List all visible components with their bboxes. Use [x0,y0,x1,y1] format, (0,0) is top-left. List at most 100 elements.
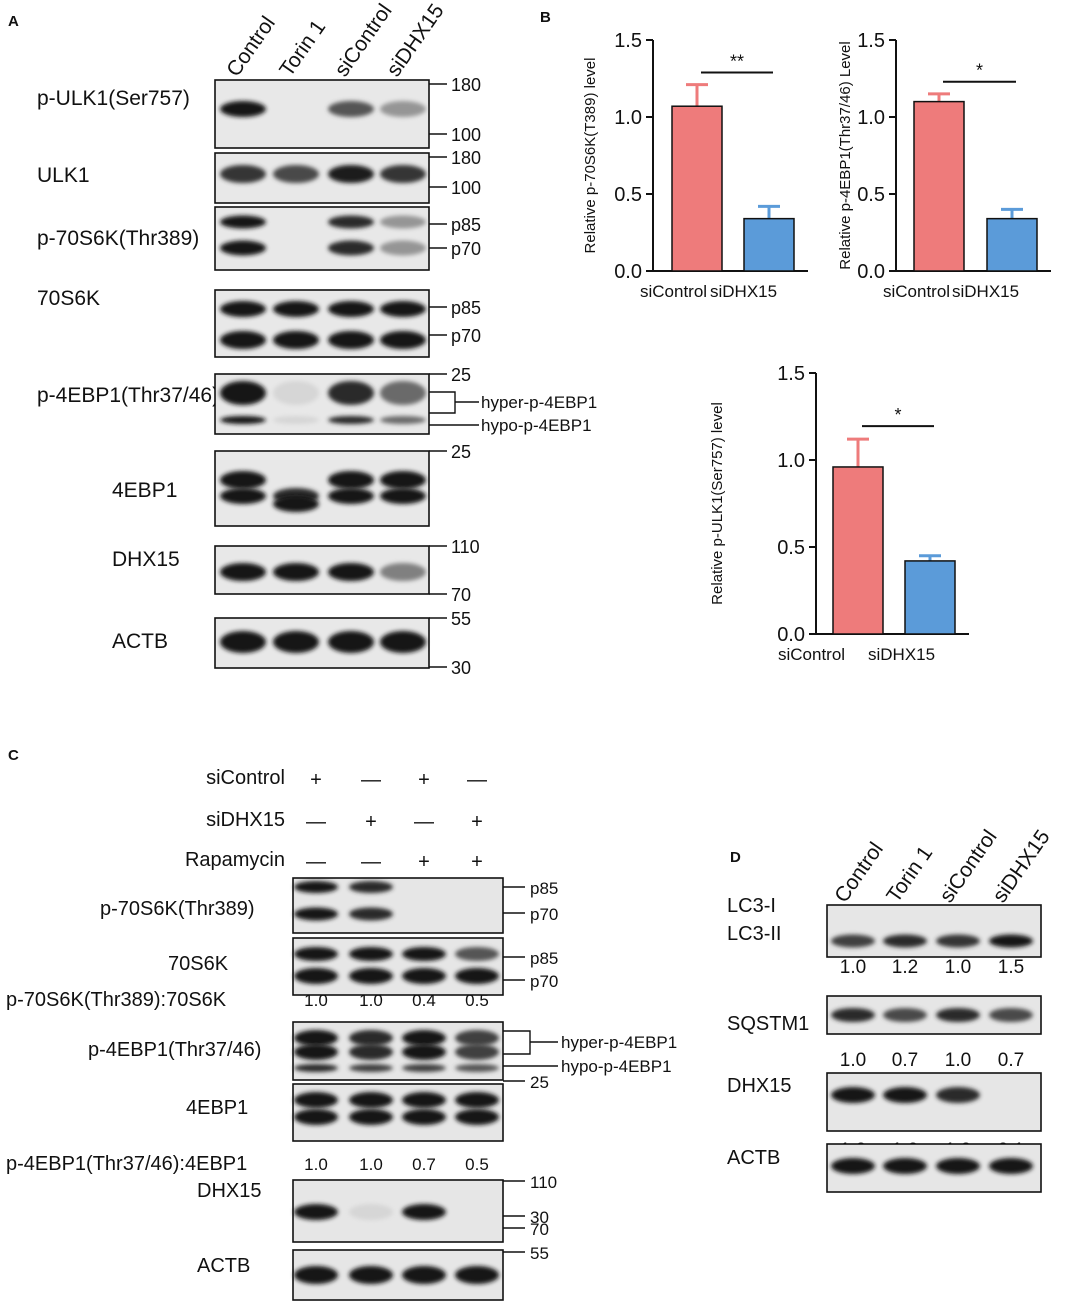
blot-band [220,101,266,117]
blot-label: 70S6K [37,287,100,310]
blot-label: DHX15 [727,1075,791,1097]
blot-label: ULK1 [37,164,90,187]
ratio-value: 1.0 [304,991,328,1010]
y-tick-label: 1.5 [614,30,642,52]
y-tick-label: 0.0 [857,261,885,283]
marker-label: p85 [451,215,481,235]
blot-band [402,1092,446,1108]
category-label: siControl [640,282,707,301]
condition-mark: + [471,811,483,833]
y-tick-label: 0.5 [857,184,885,206]
condition-label: Rapamycin [185,849,285,871]
blot-band [455,1030,499,1046]
blot-band [936,1008,980,1022]
blot-label: LC3-I [727,895,776,917]
blot-band [402,1030,446,1046]
condition-mark: — [306,811,326,833]
blot-band [273,381,319,405]
blot-band [294,1064,338,1072]
blot-band [294,907,338,921]
blot-band [328,331,374,349]
significance-label: * [976,61,983,81]
blot-label: DHX15 [112,548,180,571]
blot-band [273,301,319,317]
ratio-value: 1.0 [840,1050,866,1071]
marker-label: 180 [451,148,481,168]
blot-band [455,1092,499,1108]
blot-band [220,381,266,405]
marker-label: 100 [451,178,481,198]
significance-label: ** [730,52,744,72]
blot-label: p-4EBP1(Thr37/46) [88,1039,261,1061]
blot-band [220,215,266,229]
blot-band [936,1158,980,1174]
blot-band [831,1158,875,1174]
blot-band [220,631,266,653]
condition-mark: — [361,851,381,873]
marker-label: 110 [451,537,480,557]
blot-band [273,165,319,183]
lane-label: Torin 1 [275,16,330,81]
marker-label: 30 [451,658,471,678]
ratio-label: p-4EBP1(Thr37/46):4EBP1 [6,1153,247,1175]
y-tick-label: 1.0 [614,107,642,129]
condition-mark: — [414,811,434,833]
blot-box [292,937,504,996]
blot-band [380,416,426,424]
blot-band [273,496,319,512]
blot-band [273,416,319,424]
blot-band [380,631,426,653]
ratio-value: 1.0 [945,957,971,978]
marker-label: p70 [451,239,481,259]
marker-label: 25 [530,1073,549,1092]
marker-label: 55 [530,1244,549,1263]
bar-chart: 0.0 0.5 1.0 1.5 siControl siDHX15 * Relative p-… [709,363,969,664]
bar [913,100,965,272]
blot-band [294,968,338,984]
blot-band [294,1109,338,1125]
blot-band [380,488,426,504]
ratio-value: 1.0 [359,1155,383,1174]
blot-band [455,1064,499,1072]
marker-label: p70 [530,905,558,924]
ratio-value: 1.2 [892,957,918,978]
blot-band [220,331,266,349]
blot-label: ACTB [112,630,168,653]
y-tick-label: 0.0 [777,624,805,646]
condition-label: siControl [206,767,285,789]
blot-band [380,381,426,405]
blot-band [455,1044,499,1060]
blot-band [402,968,446,984]
y-tick-label: 0.5 [777,537,805,559]
blot-band [328,488,374,504]
marker-label: 70 [530,1220,549,1239]
blot-band [220,301,266,317]
blot-band [402,1064,446,1072]
bar [832,466,884,635]
y-tick-label: 0.0 [614,261,642,283]
blot-band [402,1204,446,1220]
blot-band [328,416,374,424]
blot-label: SQSTM1 [727,1013,809,1035]
blot-band [989,1008,1033,1022]
blot-band [328,240,374,256]
blot-band [328,301,374,317]
blot-band [220,471,266,489]
ratio-value: 0.4 [412,991,436,1010]
y-tick-label: 1.0 [777,450,805,472]
blot-band [349,947,393,961]
blot-band [328,563,374,581]
blot-band [402,1109,446,1125]
blot-band [883,1087,927,1103]
ratio-value: 0.7 [412,1155,436,1174]
blot-band [989,1158,1033,1174]
marker-label: p85 [530,879,558,898]
blot-label: 4EBP1 [112,479,177,502]
blot-band [220,563,266,581]
lane-label: Control [222,12,280,81]
ratio-value: 1.0 [840,957,866,978]
blot-band [455,968,499,984]
y-tick-label: 1.0 [857,107,885,129]
